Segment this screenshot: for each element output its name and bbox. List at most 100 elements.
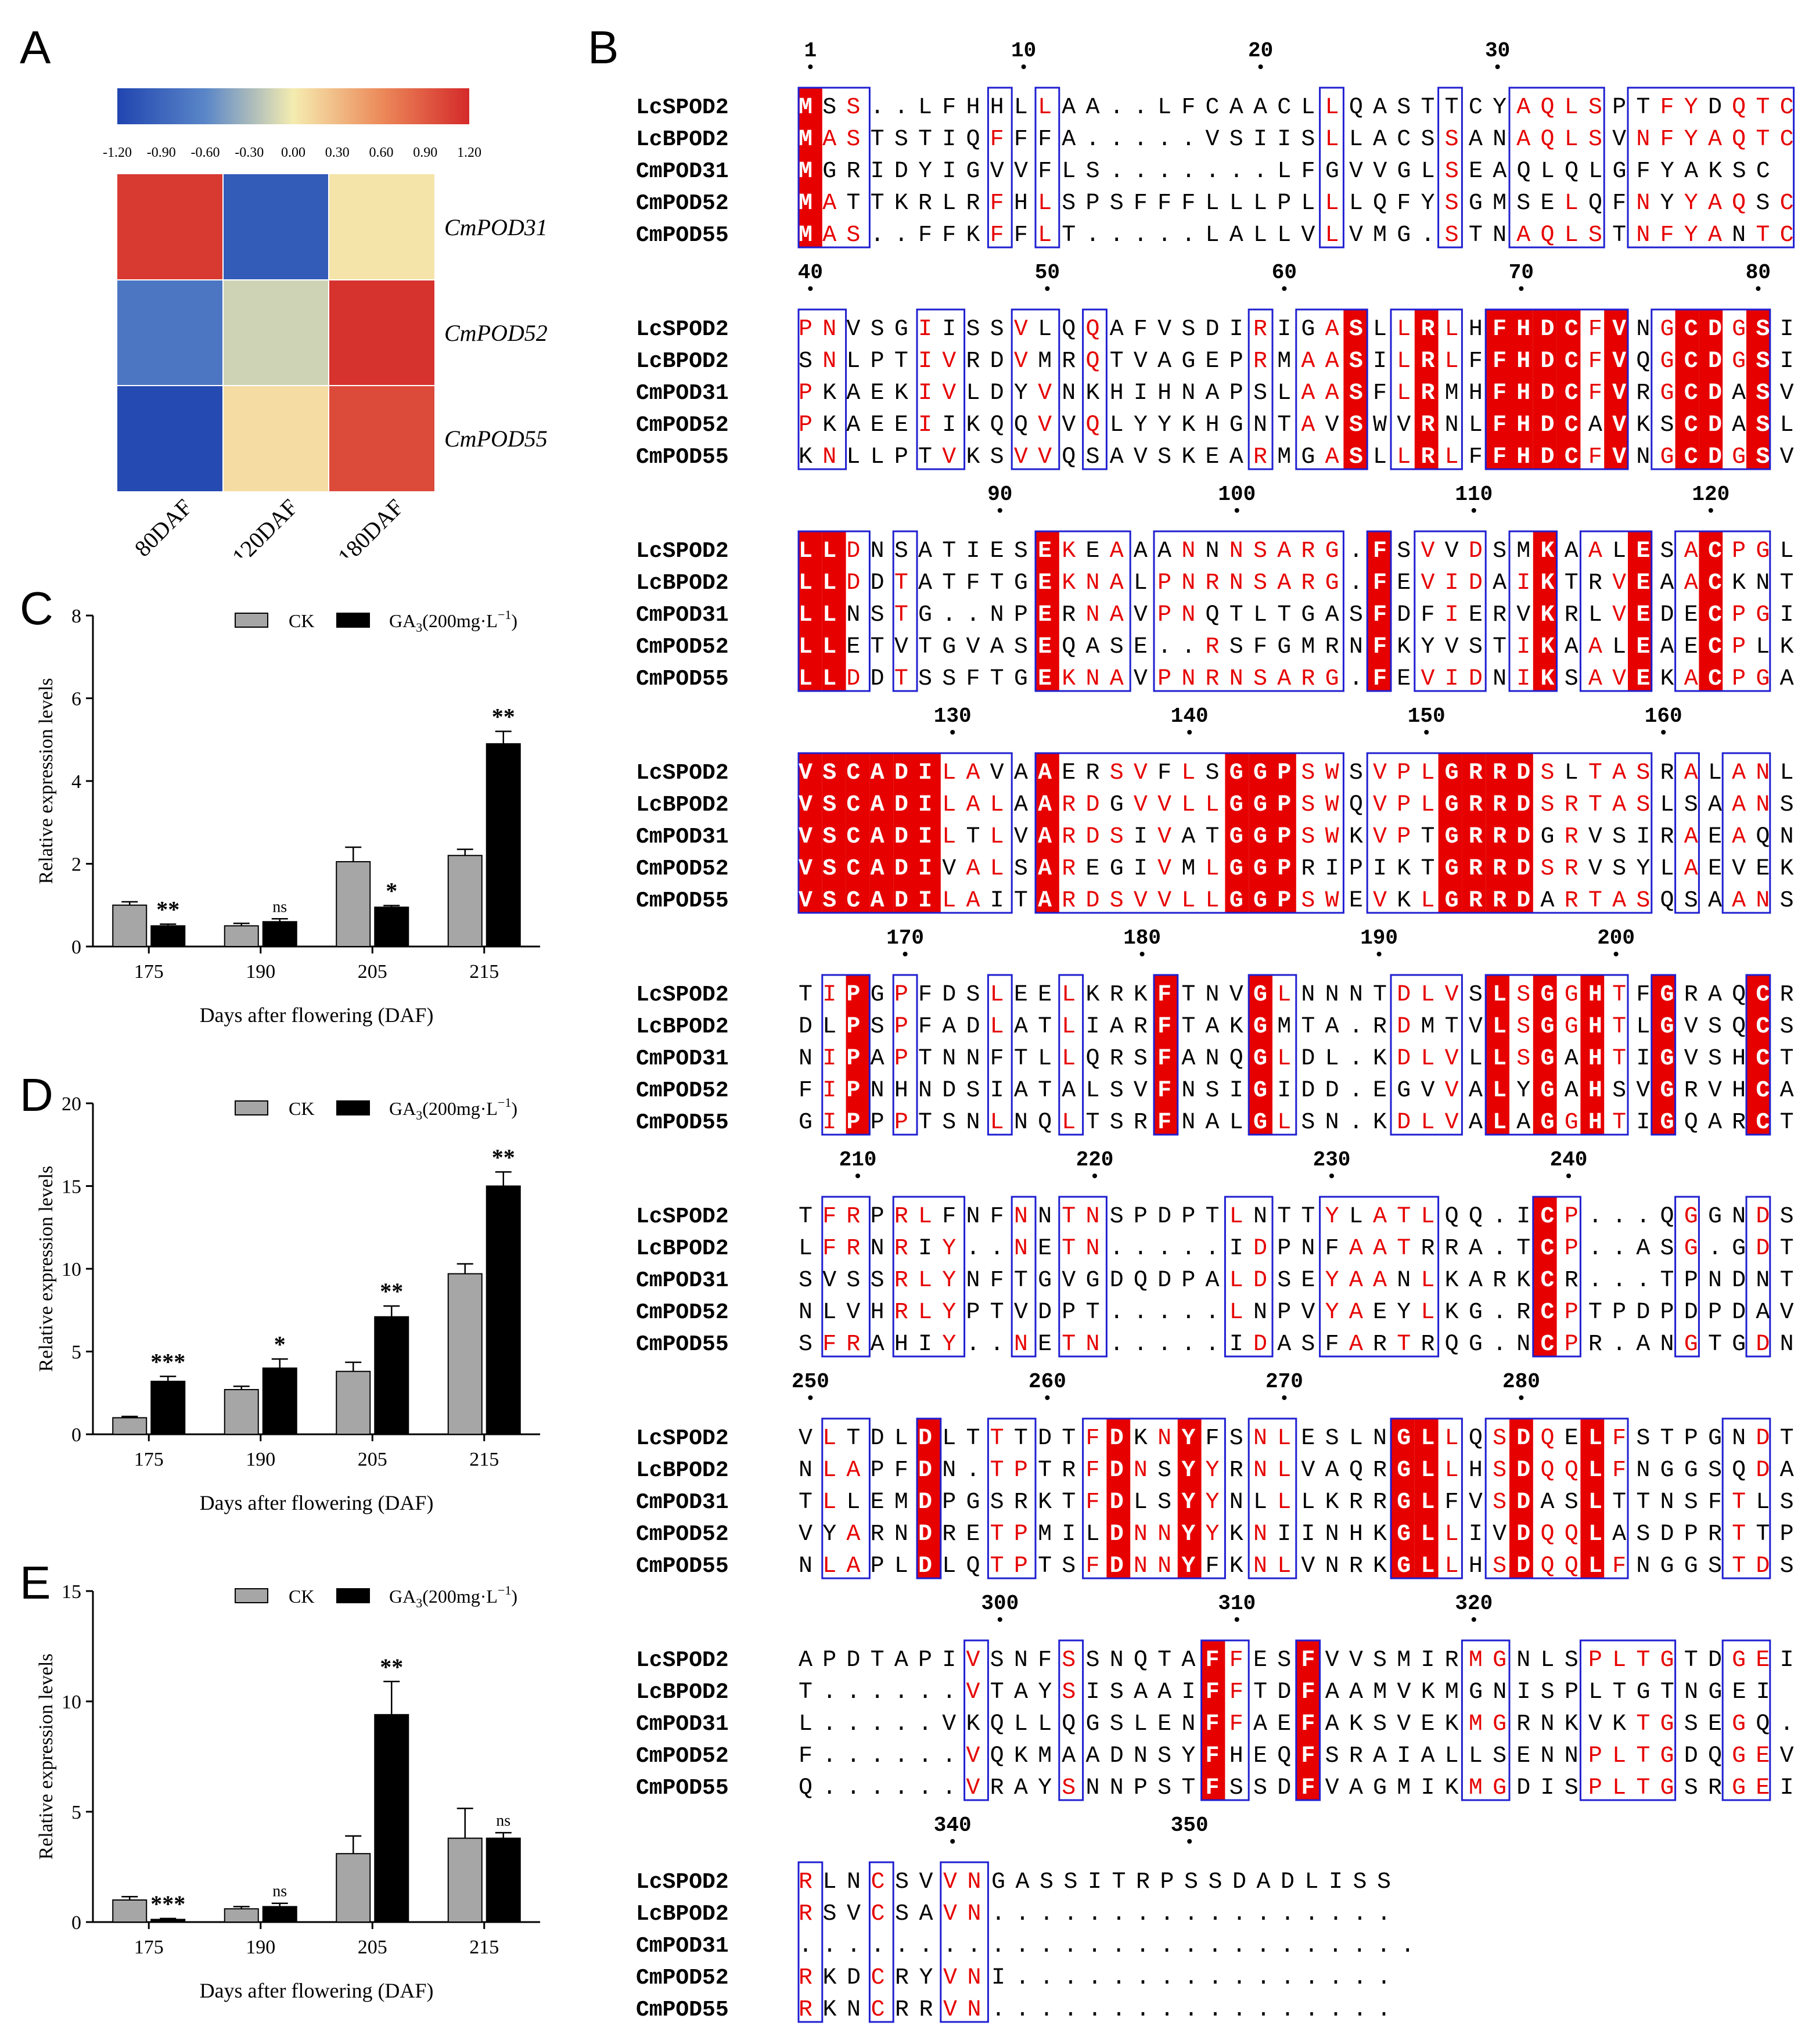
bar-chart-c: 0 2 4 6 8 Relative expression levels 175 ** 190 n…	[35, 606, 540, 1027]
conserved-column	[799, 753, 822, 913]
sequence-name: LcBPOD2	[636, 1236, 729, 1261]
legend-ga3-label: GA3(200mg·L−1)	[389, 1583, 517, 1610]
conserved-column	[1509, 1419, 1533, 1578]
ruler-number: 250	[792, 1370, 829, 1394]
y-tick-label: 5	[71, 1342, 81, 1363]
ck-bar	[112, 904, 148, 947]
scale-tick-label: -1.20	[103, 145, 132, 160]
similarity-box	[1437, 87, 1463, 249]
similarity-box	[892, 974, 918, 1136]
conserved-column	[917, 753, 941, 913]
x-tick-label: 205	[358, 961, 387, 983]
sequence-name: CmPOD55	[636, 888, 729, 913]
sequence-name: LcBPOD2	[636, 127, 729, 152]
ruler-number: 120	[1692, 483, 1730, 506]
similarity-box	[916, 308, 966, 470]
legend-ck-swatch	[235, 1100, 268, 1115]
sequence-name: LcSPOD2	[636, 761, 729, 786]
similarity-box	[1034, 752, 1344, 914]
ga3-bar	[262, 1368, 297, 1435]
x-axis-label: Days after flowering (DAF)	[200, 1491, 434, 1514]
sequence-name: CmPOD31	[636, 159, 729, 184]
similarity-box	[916, 1417, 942, 1579]
heatmap-cell	[223, 280, 329, 386]
ruler-number: 90	[987, 483, 1012, 506]
sequence-name: CmPOD31	[636, 1268, 729, 1293]
conserved-column	[917, 1419, 941, 1578]
significance-label: *	[274, 1331, 286, 1357]
ruler-number: 130	[934, 704, 972, 728]
panel-label-b: B	[588, 21, 619, 73]
similarity-box	[1721, 1639, 1771, 1801]
ruler-number: 30	[1485, 39, 1510, 63]
conserved-column	[1177, 1419, 1202, 1578]
x-tick-label: 175	[134, 1449, 164, 1470]
sequence-name: LcBPOD2	[636, 1458, 729, 1483]
x-tick-label: 190	[246, 1937, 275, 1958]
conserved-column	[846, 975, 870, 1135]
conserved-column	[1746, 310, 1770, 469]
legend-ga3-swatch	[336, 1100, 370, 1115]
similarity-box	[987, 974, 1013, 1136]
conserved-column	[893, 753, 917, 913]
sequence-name: LcBPOD2	[636, 1902, 729, 1927]
similarity-box	[821, 1417, 871, 1579]
ruler-number: 260	[1029, 1370, 1066, 1394]
ruler-number: 180	[1123, 926, 1161, 950]
similarity-box	[1247, 974, 1297, 1136]
similarity-box	[940, 1861, 989, 2023]
similarity-box	[1082, 1417, 1226, 1579]
sequence-name: CmPOD55	[636, 1332, 729, 1357]
sequence-row: ..........................	[799, 1933, 1415, 1959]
similarity-box	[1484, 308, 1629, 470]
conserved-column	[1296, 1640, 1320, 1800]
similarity-box	[1674, 752, 1700, 914]
conserved-column	[869, 753, 894, 913]
x-tick-label: 215	[469, 1937, 499, 1958]
conserved-column	[1225, 753, 1249, 913]
conserved-column	[1580, 975, 1605, 1135]
y-tick-label: 15	[62, 1581, 81, 1603]
similarity-box	[797, 752, 1013, 914]
similarity-box	[1034, 530, 1131, 692]
heatmap-cell	[329, 280, 434, 386]
conserved-column	[1533, 975, 1557, 1135]
sequence-name: LcBPOD2	[636, 571, 729, 596]
heatmap-cell	[223, 386, 329, 491]
heatmap-column-label: 120DAF	[227, 494, 303, 557]
ruler-number: 270	[1265, 1370, 1303, 1394]
y-axis-label: Relative expression levels	[35, 678, 57, 884]
similarity-box	[1390, 1417, 1463, 1579]
similarity-box	[892, 530, 918, 692]
conserved-column	[1272, 753, 1296, 913]
conserved-column	[1486, 753, 1509, 913]
significance-label: **	[492, 704, 515, 730]
similarity-box	[1366, 752, 1653, 914]
legend-ga3-label: GA3(200mg·L−1)	[389, 607, 517, 635]
conserved-column	[1391, 1419, 1415, 1578]
bar-chart-e: 0 5 10 15 Relative expression levels 175 *** 19…	[35, 1581, 540, 2002]
conserved-column	[1462, 753, 1486, 913]
similarity-box	[868, 1861, 894, 2023]
heatmap-column-label: 180DAF	[333, 494, 409, 557]
legend-ga3-swatch	[336, 1588, 370, 1603]
y-tick-label: 10	[62, 1692, 81, 1713]
conserved-column	[1699, 531, 1723, 691]
sequence-name: CmPOD52	[636, 857, 729, 881]
sequence-name: CmPOD55	[636, 1110, 729, 1135]
ck-bar	[224, 1908, 259, 1923]
ruler-number: 60	[1272, 261, 1297, 285]
